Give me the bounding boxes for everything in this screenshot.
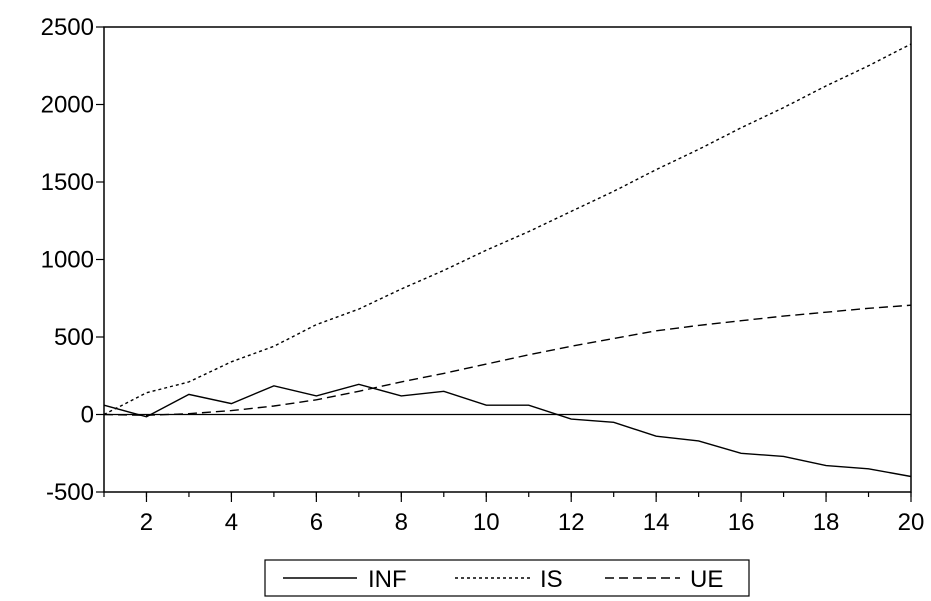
series-line-inf: [103, 383, 912, 478]
y-tick-label: 0: [81, 402, 94, 429]
series-line-ue: [103, 304, 912, 417]
x-tick-label: 10: [473, 509, 500, 536]
legend-label-ue: UE: [690, 566, 723, 593]
x-tick-label: 2: [140, 509, 153, 536]
plot-frame: [103, 26, 912, 493]
y-tick-label: 2500: [41, 14, 94, 41]
legend-label-is: IS: [540, 566, 563, 593]
x-tick-label: 8: [395, 509, 408, 536]
axes: -500 0 500 1000 1500 2000 2500 2 4 6 8 10 12 14 16 18 20: [41, 14, 925, 536]
x-tick-label: 14: [643, 509, 670, 536]
x-tick-label: 12: [558, 509, 585, 536]
legend: INF IS UE: [264, 559, 750, 597]
series-line-is: [103, 43, 912, 416]
legend-label-inf: INF: [368, 566, 407, 593]
y-tick-label: -500: [46, 479, 94, 506]
x-tick-label: 18: [813, 509, 840, 536]
y-tick-label: 1000: [41, 247, 94, 274]
x-tick-label: 6: [310, 509, 323, 536]
x-tick-label: 4: [225, 509, 238, 536]
y-tick-label: 2000: [41, 92, 94, 119]
y-tick-label: 1500: [41, 169, 94, 196]
y-tick-label: 500: [54, 324, 94, 351]
x-tick-label: 16: [728, 509, 755, 536]
series-lines: [103, 43, 912, 478]
x-tick-label: 20: [898, 509, 925, 536]
plot-area: [103, 26, 912, 493]
